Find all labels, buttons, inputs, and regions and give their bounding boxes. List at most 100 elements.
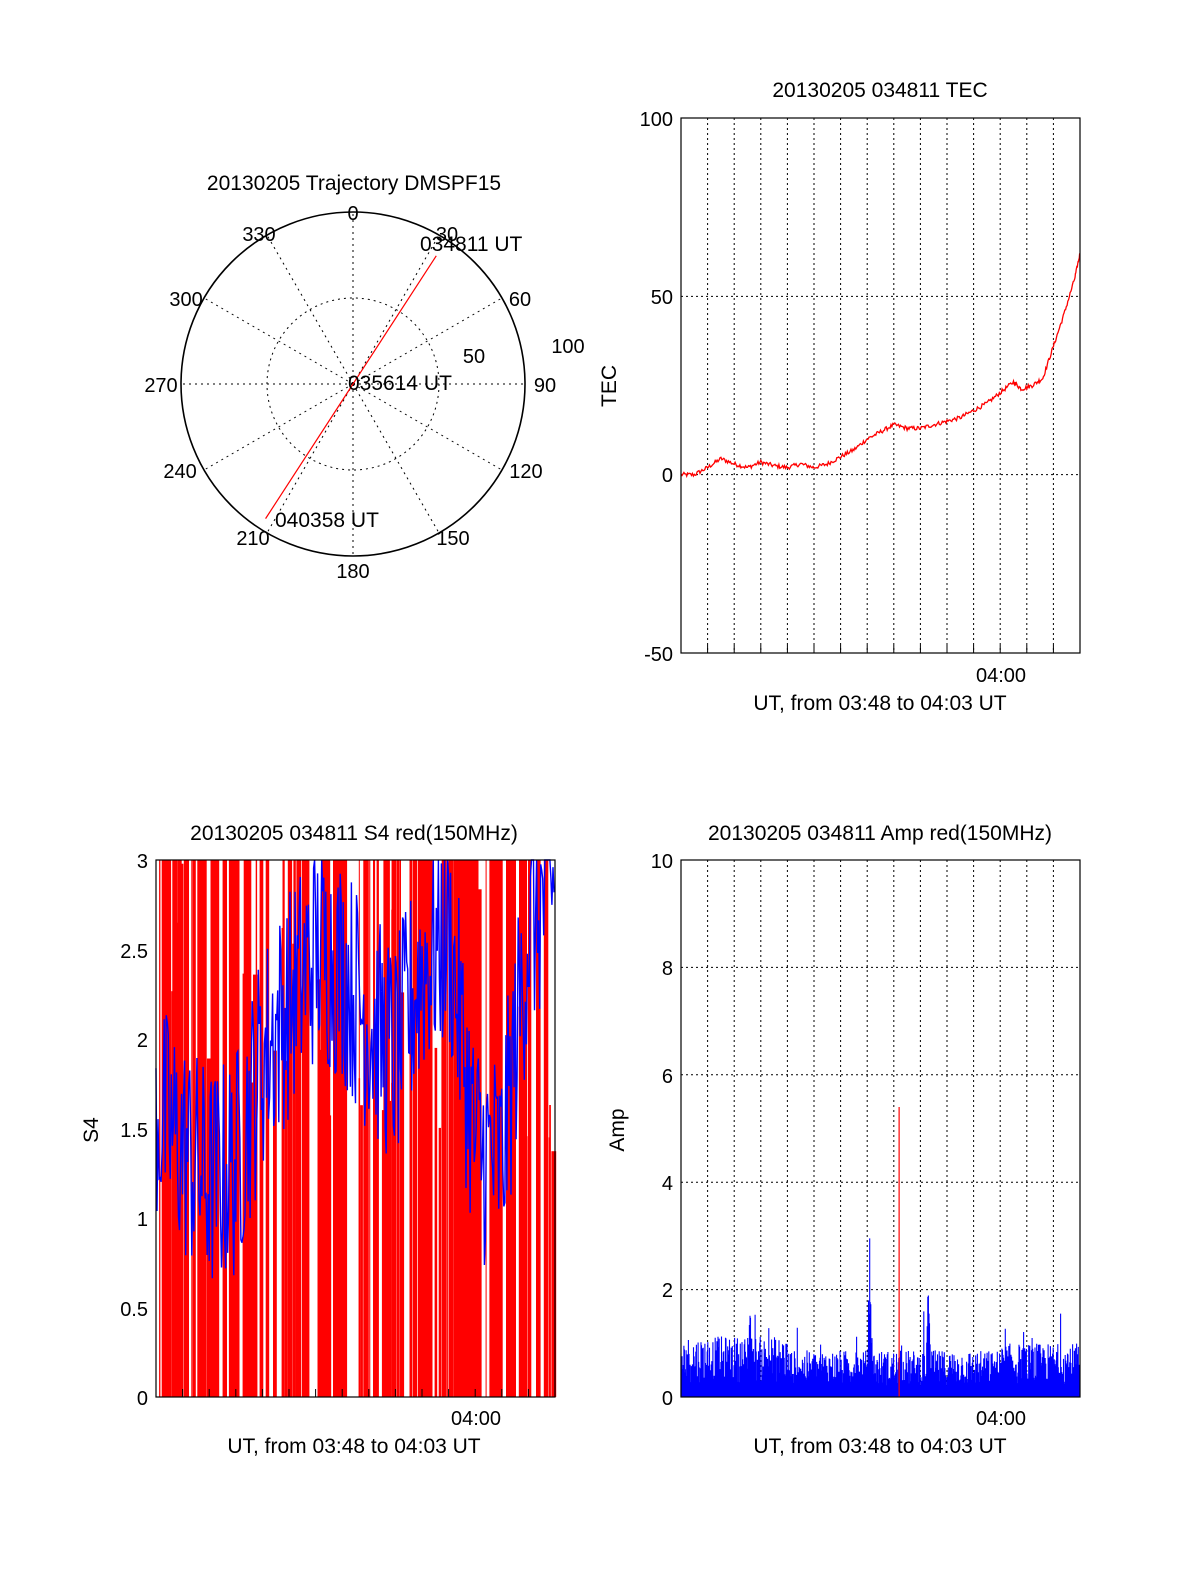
s4-red-bar xyxy=(391,1080,394,1397)
s4-red-bar xyxy=(548,1137,550,1397)
polar-spoke xyxy=(203,297,354,385)
s4-red-bar xyxy=(399,860,401,1397)
s4-red-bar xyxy=(265,860,267,1397)
s4-red-bar xyxy=(292,943,296,1397)
s4-red-bar xyxy=(164,860,169,1397)
s4-red-bar xyxy=(235,860,240,1397)
s4-red-bar xyxy=(415,860,417,1397)
s4-red-bar xyxy=(551,1151,557,1397)
s4-red-bar xyxy=(400,992,405,1397)
polar-azimuth-label: 150 xyxy=(436,528,469,550)
s4-red-bar xyxy=(490,1078,494,1397)
s4-red-bar xyxy=(544,860,547,1397)
s4-title: 20130205 034811 S4 red(150MHz) xyxy=(190,822,518,845)
polar-annotation-start: 034811 UT xyxy=(420,233,523,256)
polar-azimuth-labels: 0 30 60 90 120 150 180 210 240 270 300 330 xyxy=(144,203,556,583)
s4-ytick-2: 2 xyxy=(137,1030,148,1052)
polar-spoke xyxy=(203,383,354,471)
s4-red-bar xyxy=(317,979,321,1397)
s4-red-bar xyxy=(453,860,457,1397)
s4-ytick-1-5: 1.5 xyxy=(120,1120,148,1142)
s4-red-bar xyxy=(325,860,330,1397)
s4-red-bar xyxy=(528,860,532,1397)
s4-red-bar xyxy=(446,860,448,1397)
tec-chart: 20130205 034811 TEC 100 50 0 -50 04:00 U… xyxy=(598,79,1081,715)
polar-annotation-mid: 035614 UT xyxy=(348,372,452,395)
s4-red-bar xyxy=(201,860,206,1397)
s4-red-bar xyxy=(303,1000,305,1397)
polar-azimuth-label: 300 xyxy=(169,289,202,311)
s4-ytick-0: 0 xyxy=(137,1388,148,1410)
tec-ytick-0: 0 xyxy=(662,465,673,487)
s4-xtick-0400: 04:00 xyxy=(451,1408,501,1430)
tec-ytick-100: 100 xyxy=(640,109,673,131)
s4-red-bar xyxy=(421,860,423,1397)
s4-red-bar xyxy=(287,860,293,1397)
s4-red-bar xyxy=(321,860,327,1397)
polar-outer-ring xyxy=(180,211,526,557)
polar-radial-label-50: 50 xyxy=(463,346,485,368)
s4-red-bar xyxy=(233,860,237,1397)
s4-red-bar xyxy=(549,1105,551,1397)
amp-ytick-2: 2 xyxy=(662,1280,673,1302)
amp-ylabel: Amp xyxy=(606,1108,629,1151)
s4-red-bar xyxy=(438,1127,441,1397)
s4-red-bar xyxy=(159,860,161,1397)
s4-red-bar xyxy=(242,973,245,1397)
polar-radial-label-100: 100 xyxy=(551,336,584,358)
s4-frame xyxy=(155,859,556,1398)
polar-azimuth-label: 120 xyxy=(509,461,542,483)
amp-ytick-6: 6 xyxy=(662,1066,673,1088)
s4-red-bar xyxy=(266,860,270,1397)
s4-red-bar xyxy=(537,860,541,1397)
s4-red-bar xyxy=(296,860,302,1397)
s4-red-bar xyxy=(527,1136,530,1397)
amp-title: 20130205 034811 Amp red(150MHz) xyxy=(708,822,1052,845)
s4-red-bar xyxy=(409,860,413,1397)
tec-series-line xyxy=(680,253,1081,479)
s4-red-bar xyxy=(475,860,479,1397)
s4-red-bar xyxy=(429,860,433,1397)
s4-red-bar xyxy=(417,860,422,1397)
s4-blue-series xyxy=(155,859,555,1279)
s4-red-bar xyxy=(243,860,247,1397)
tec-ytick-50: 50 xyxy=(651,287,673,309)
s4-red-bar xyxy=(536,860,538,1397)
s4-ytick-2-5: 2.5 xyxy=(120,941,148,963)
polar-azimuth-label: 240 xyxy=(163,461,196,483)
s4-red-bar xyxy=(171,991,174,1397)
s4-red-bar xyxy=(341,860,346,1397)
amp-ytick-10: 10 xyxy=(651,851,673,873)
s4-red-bar xyxy=(259,860,264,1397)
s4-red-bar xyxy=(506,860,511,1397)
polar-spoke xyxy=(352,383,503,471)
polar-trajectory-chart: 20130205 Trajectory DMSPF15 0 30 60 90 120 15… xyxy=(144,172,584,583)
s4-red-bar xyxy=(363,860,367,1397)
s4-red-bar xyxy=(448,860,451,1397)
s4-red-bar xyxy=(512,860,516,1397)
s4-chart: 20130205 034811 S4 red(150MHz) 3 2.5 2 1… xyxy=(80,822,557,1458)
polar-spoke xyxy=(266,234,354,385)
s4-red-bar xyxy=(424,860,427,1397)
s4-red-bar xyxy=(498,860,503,1397)
tec-title: 20130205 034811 TEC xyxy=(772,79,987,102)
tec-grid xyxy=(681,118,1080,653)
s4-red-bar xyxy=(284,1060,288,1397)
s4-ylabel: S4 xyxy=(80,1117,103,1143)
s4-red-bar xyxy=(250,1082,254,1397)
s4-red-bar xyxy=(520,860,525,1397)
s4-red-bar xyxy=(511,860,514,1397)
s4-red-bar xyxy=(455,860,459,1397)
polar-azimuth-label: 330 xyxy=(242,224,275,246)
s4-xlabel: UT, from 03:48 to 04:03 UT xyxy=(227,1435,480,1458)
polar-azimuth-label: 60 xyxy=(509,289,531,311)
polar-grid xyxy=(180,211,526,557)
s4-red-bar xyxy=(222,860,227,1397)
s4-red-bar xyxy=(459,860,463,1397)
s4-red-bar xyxy=(281,928,284,1397)
polar-spoke xyxy=(352,383,440,534)
polar-azimuth-label: 30 xyxy=(436,224,458,246)
s4-red-bar xyxy=(444,860,446,1397)
s4-red-bar xyxy=(422,860,426,1397)
